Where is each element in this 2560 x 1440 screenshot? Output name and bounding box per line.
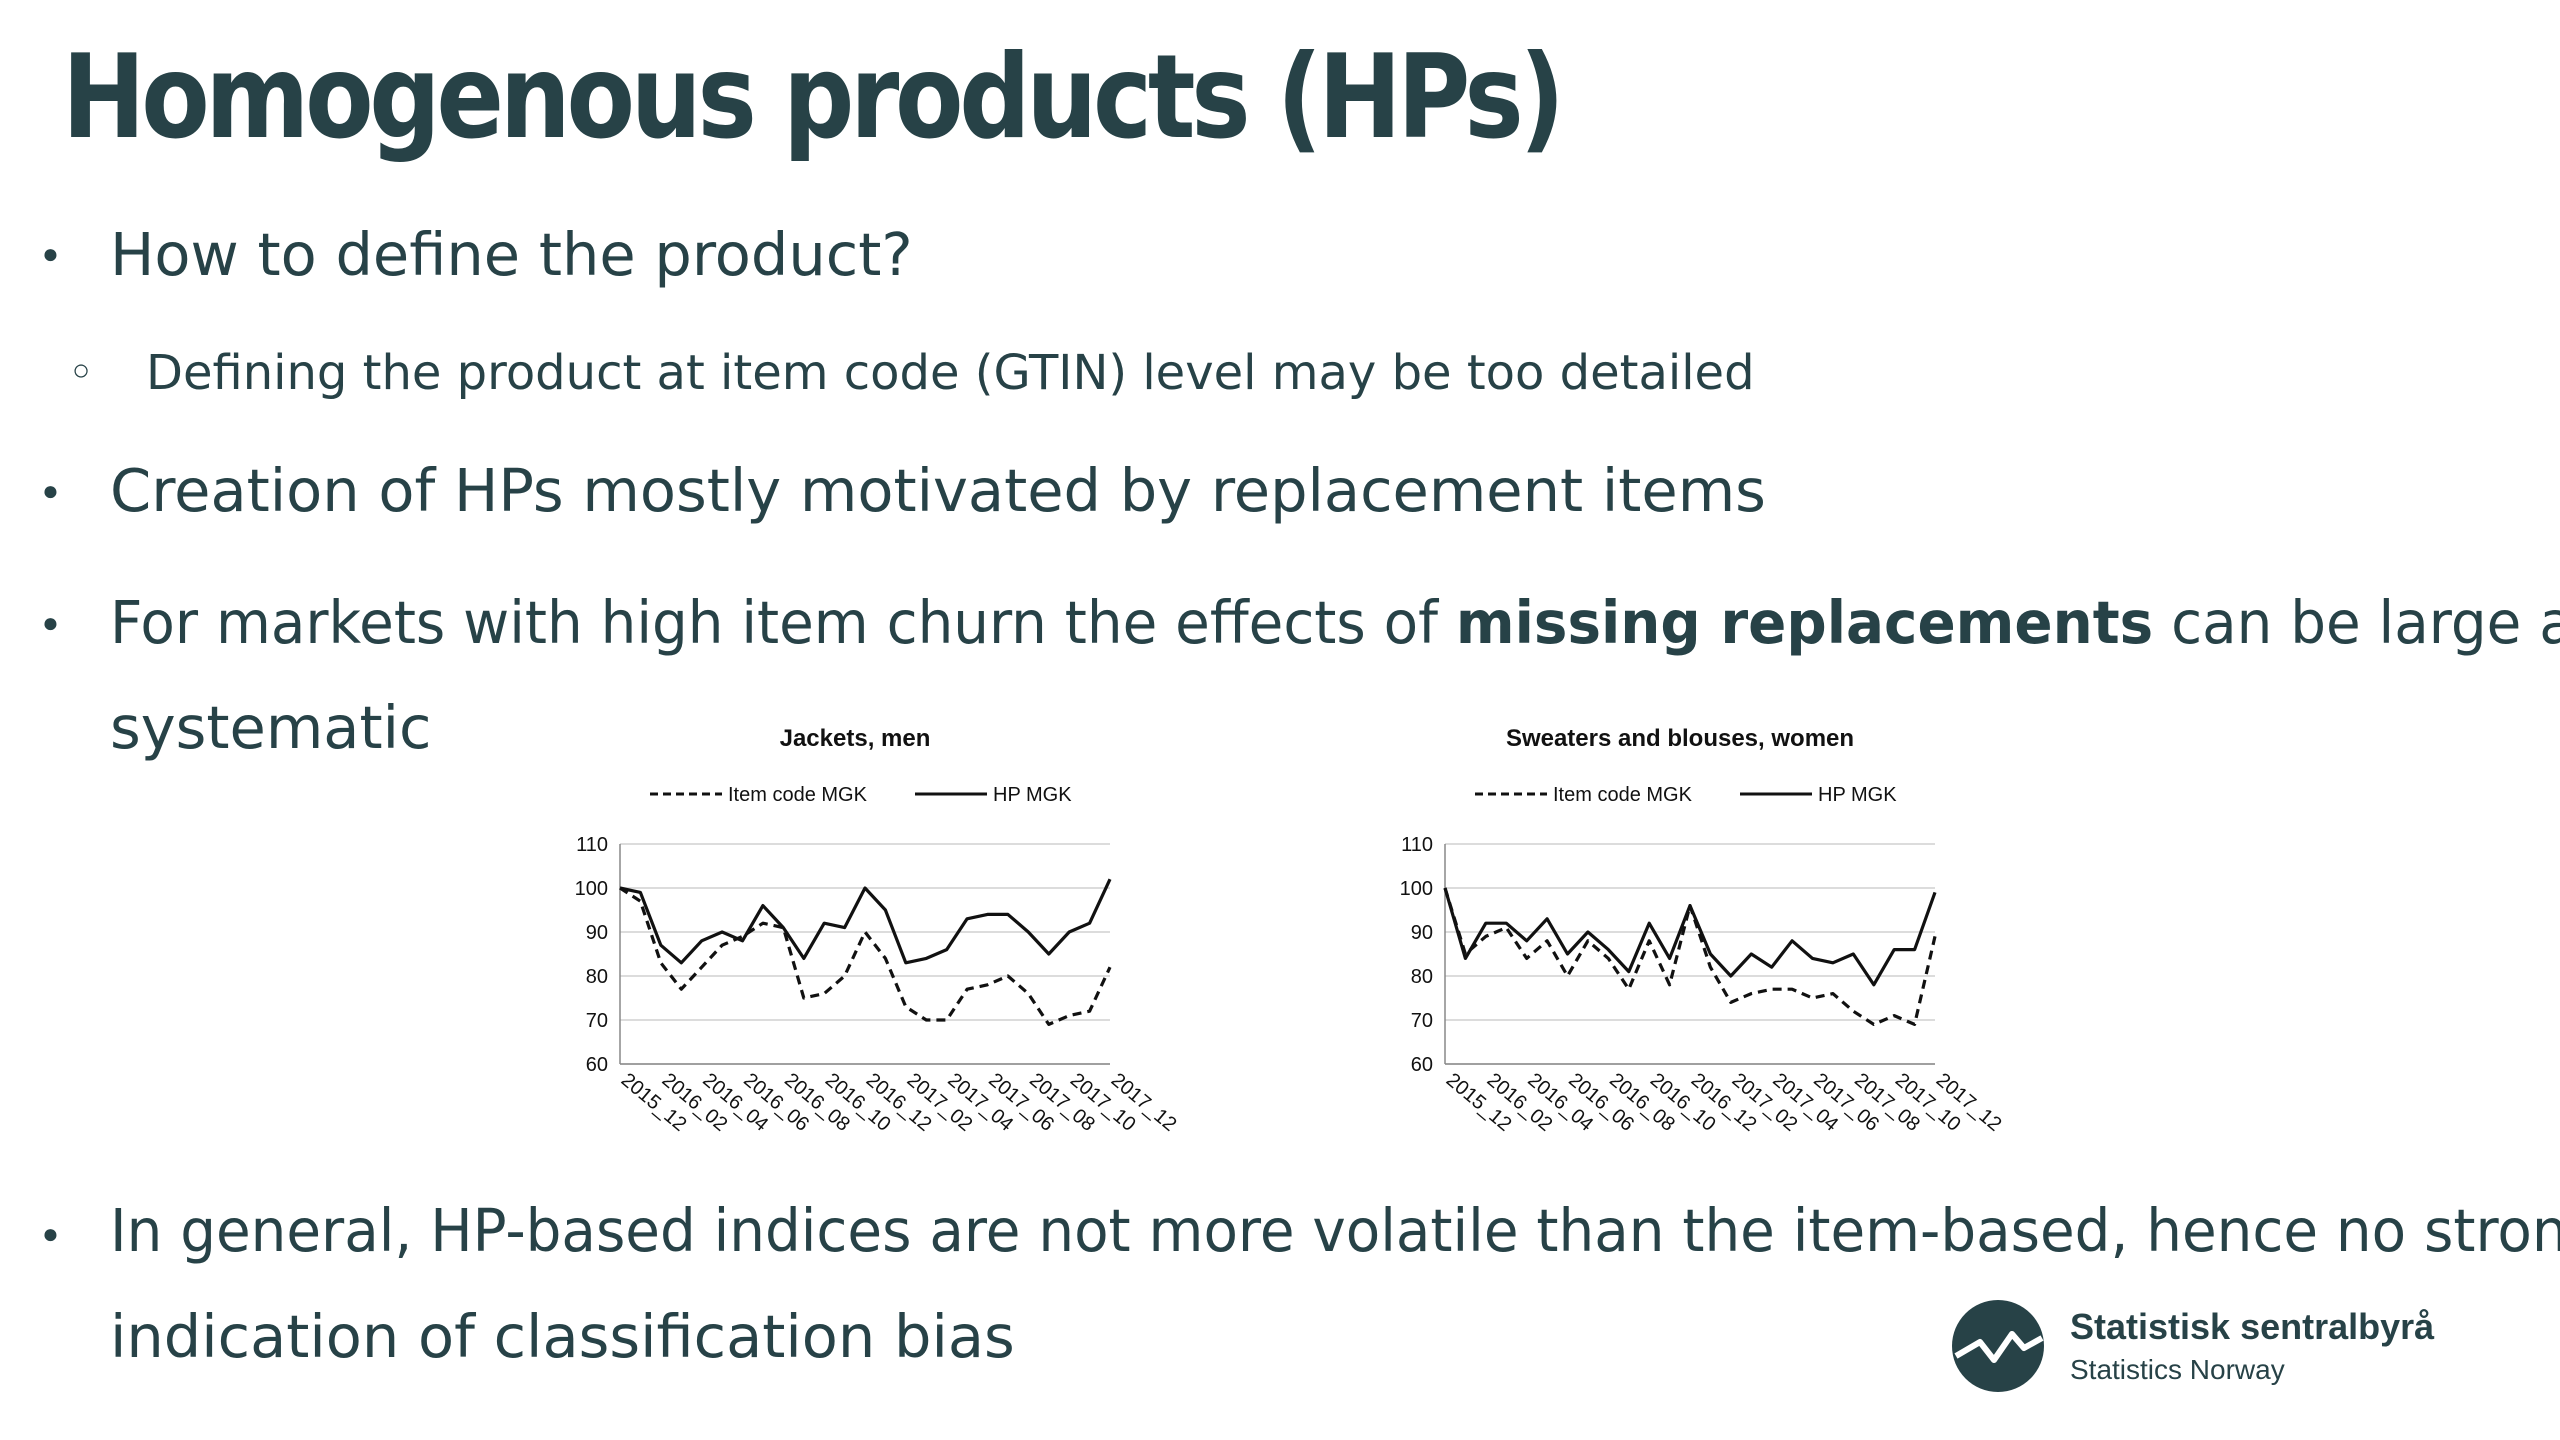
- y-tick-label: 90: [586, 922, 608, 944]
- y-tick-label: 70: [1411, 1010, 1433, 1032]
- legend-label: HP MGK: [1818, 784, 1897, 806]
- bullet-text: Creation of HPs mostly motivated by repl…: [110, 456, 1766, 525]
- chart-jackets-men: Jackets, men Item code MGK HP MGK 60 70 80 90 1…: [520, 714, 1200, 1174]
- y-tick-label: 110: [1401, 834, 1433, 856]
- series-line: [619, 878, 1112, 965]
- logo-subtitle: Statistics Norway: [2070, 1354, 2285, 1385]
- y-tick-label: 80: [586, 966, 608, 988]
- bullet-text-continuation: systematic: [110, 693, 432, 762]
- chart-sweaters-blouses-women: Sweaters and blouses, women Item code MGK…: [1345, 714, 2025, 1174]
- y-tick-label: 60: [586, 1054, 608, 1076]
- bullet-dot: ●: [42, 607, 59, 638]
- y-tick-label: 90: [1411, 922, 1433, 944]
- logo-name: Statistisk sentralbyrå: [2070, 1306, 2435, 1347]
- sub-bullet-dot: ○: [72, 354, 91, 387]
- y-tick-label: 110: [576, 834, 608, 856]
- y-tick-label: 60: [1411, 1054, 1433, 1076]
- chart-title: Sweaters and blouses, women: [1506, 725, 1854, 752]
- chart-title: Jackets, men: [780, 725, 931, 752]
- bullet-text-continuation: indication of classification bias: [110, 1302, 1015, 1371]
- bullet-dot: ●: [42, 238, 59, 269]
- bullet-text-part: can be large and: [2171, 588, 2560, 657]
- slide-title: Homogenous products (HPs): [62, 30, 1565, 165]
- bullet-text: For markets with high item churn the eff…: [110, 588, 2560, 657]
- bullet-text: In general, HP-based indices are not mor…: [110, 1196, 2560, 1265]
- bullet-dot: ●: [42, 1218, 59, 1249]
- chart-svg: Jackets, men Item code MGK HP MGK 60 70 80 90 1…: [575, 725, 1181, 1136]
- series-line: [1443, 887, 1937, 987]
- bullet-text-emphasis: missing replacements: [1455, 588, 2154, 657]
- bullet-text-part: For markets with high item churn the eff…: [110, 588, 1438, 657]
- ssb-logo-icon: [1952, 1300, 2044, 1392]
- chart-svg: Sweaters and blouses, women Item code MGK…: [1400, 725, 2006, 1136]
- legend-label: HP MGK: [993, 784, 1072, 806]
- series-line: [619, 886, 1112, 1026]
- y-tick-label: 100: [575, 878, 608, 900]
- bullet-text: How to define the product?: [110, 220, 913, 289]
- ssb-logo: Statistisk sentralbyrå Statistics Norway: [1950, 1298, 2450, 1398]
- legend-label: Item code MGK: [728, 784, 868, 806]
- sub-bullet-text: Defining the product at item code (GTIN)…: [146, 345, 1755, 401]
- y-tick-label: 70: [586, 1010, 608, 1032]
- y-tick-label: 80: [1411, 966, 1433, 988]
- y-tick-label: 100: [1400, 878, 1433, 900]
- bullet-dot: ●: [42, 475, 59, 506]
- legend-label: Item code MGK: [1553, 784, 1693, 806]
